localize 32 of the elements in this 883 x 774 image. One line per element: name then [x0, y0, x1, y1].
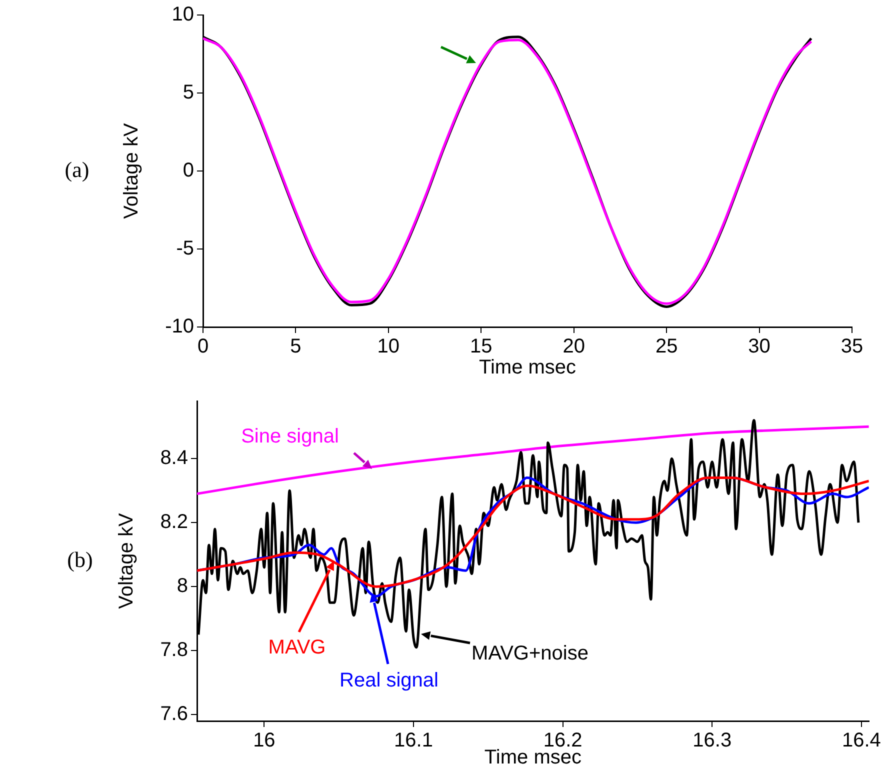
x-tick-label: 25: [655, 336, 678, 358]
y-tick-label: -10: [165, 316, 194, 338]
x-tick-label: 5: [290, 336, 302, 358]
x-tick-label: 16.3: [692, 730, 732, 752]
x-tick-label: 15: [470, 336, 492, 358]
y-tick-label: 7.6: [160, 703, 188, 726]
line-series: [197, 425, 869, 496]
y-tick-label: 5: [182, 82, 194, 104]
x-tick-label: 30: [748, 336, 770, 358]
series-label: Sine signal: [241, 426, 339, 448]
x-tick-label: 16.4: [842, 730, 881, 752]
x-axis-title: Time msec: [478, 356, 576, 379]
text: (a): [64, 156, 90, 182]
x-tick-label: 16: [253, 730, 276, 752]
y-tick-label: 8.2: [160, 511, 188, 534]
text: Real signal: [340, 670, 438, 692]
y-axis-title: Voltage kV: [120, 122, 143, 219]
y-tick-label: -5: [176, 238, 194, 260]
x-tick-label: 0: [197, 336, 209, 358]
x-tick-label: 35: [840, 336, 864, 358]
text: (b): [67, 546, 93, 572]
text: MAVG: [268, 636, 326, 659]
y-tick-label: 8: [176, 575, 188, 598]
x-tick-label: 20: [562, 336, 585, 358]
text: MAVG+noise: [472, 642, 588, 665]
y-axis-title: Voltage kV: [116, 512, 138, 609]
y-tick-label: 7.8: [160, 639, 188, 662]
y-tick-label: 8.4: [160, 447, 188, 470]
y-tick-label: 10: [172, 4, 194, 26]
x-tick-label: 10: [377, 336, 400, 358]
y-tick-label: 0: [182, 160, 194, 182]
x-tick-label: 16.1: [394, 730, 433, 752]
